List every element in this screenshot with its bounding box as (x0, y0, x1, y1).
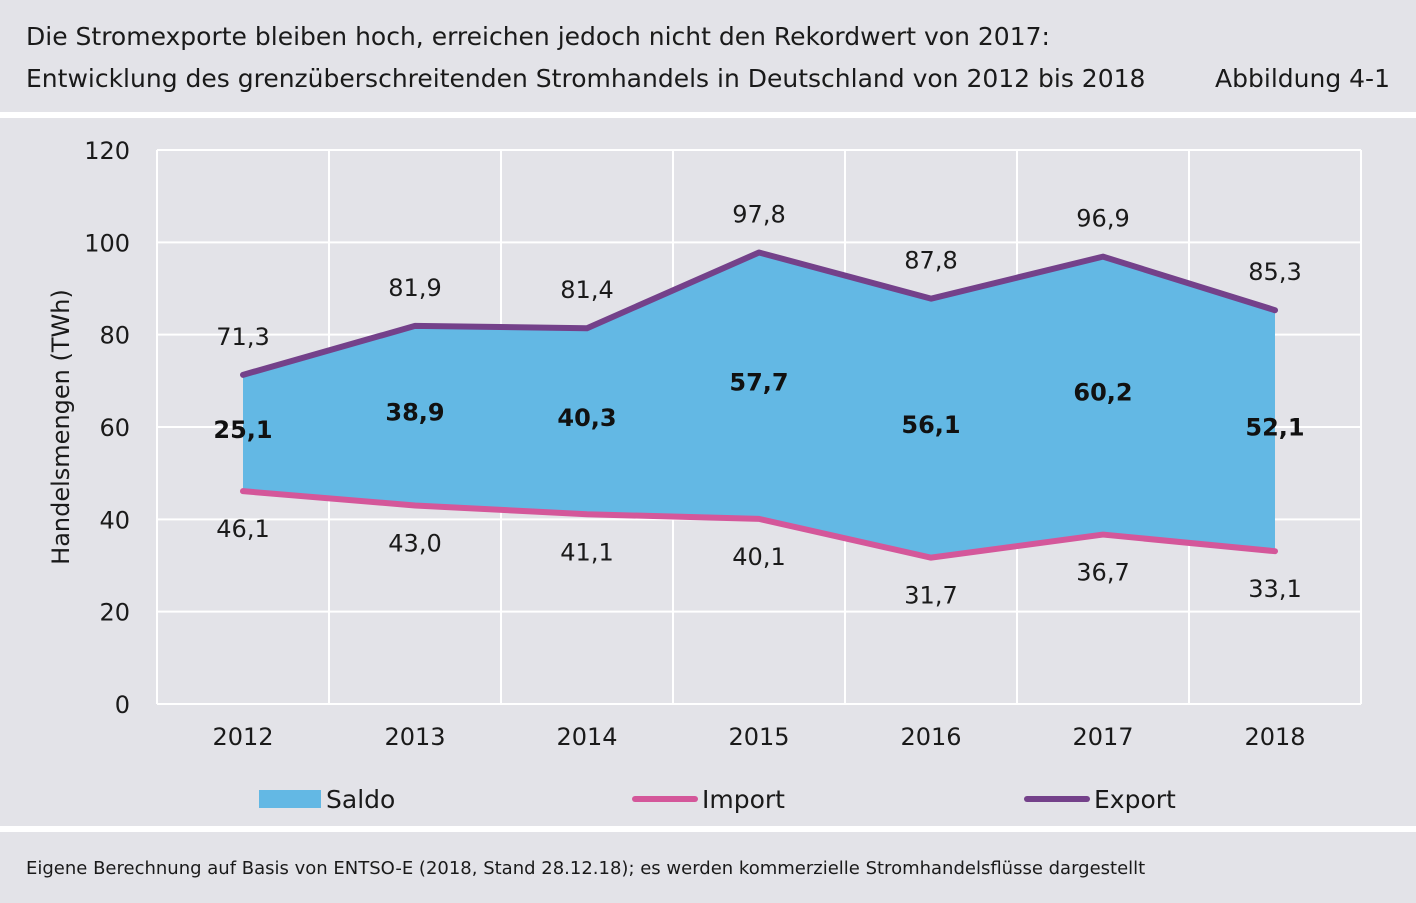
export-data-label: 81,4 (560, 276, 613, 304)
import-data-label: 36,7 (1076, 559, 1129, 587)
import-data-label: 46,1 (216, 515, 269, 543)
import-data-label: 33,1 (1248, 575, 1301, 603)
chart-area: 0 20 40 60 80 100 120 71,3 81,9 81,4 97,8 87,8 96,9 8… (47, 137, 1362, 814)
x-tick-label: 2017 (1072, 723, 1133, 751)
saldo-data-label: 40,3 (557, 404, 616, 432)
y-tick-label: 0 (115, 691, 130, 719)
y-tick-label: 20 (99, 599, 130, 627)
export-data-label: 96,9 (1076, 205, 1129, 233)
x-tick-label: 2012 (212, 723, 273, 751)
chart-subtitle: Entwicklung des grenzüberschreitenden St… (26, 64, 1146, 93)
saldo-data-label: 60,2 (1073, 379, 1132, 407)
export-data-label: 87,8 (904, 247, 957, 275)
x-tick-label: 2016 (900, 723, 961, 751)
footer-divider (0, 826, 1416, 832)
export-line (240, 249, 1278, 378)
import-line (240, 488, 1278, 561)
saldo-data-label: 52,1 (1245, 414, 1304, 442)
legend-export-label: Export (1094, 785, 1176, 814)
legend-saldo-label: Saldo (326, 785, 395, 814)
y-tick-label: 80 (99, 322, 130, 350)
export-data-label: 97,8 (732, 200, 785, 228)
import-data-label: 31,7 (904, 582, 957, 610)
saldo-data-label: 38,9 (385, 399, 444, 427)
y-tick-label: 100 (84, 229, 130, 257)
y-axis-label: Handelsmengen (TWh) (47, 289, 75, 565)
export-data-label: 81,9 (388, 274, 441, 302)
source-note: Eigene Berechnung auf Basis von ENTSO-E … (26, 858, 1146, 879)
y-tick-label: 120 (84, 137, 130, 165)
x-tick-label: 2015 (728, 723, 789, 751)
saldo-data-label: 25,1 (213, 416, 272, 444)
y-tick-label: 60 (99, 414, 130, 442)
saldo-data-label: 56,1 (901, 411, 960, 439)
legend-import-label: Import (702, 785, 785, 814)
export-data-label: 71,3 (216, 323, 269, 351)
header-divider (0, 112, 1416, 118)
chart-title: Die Stromexporte bleiben hoch, erreichen… (26, 22, 1050, 51)
x-tick-label: 2014 (556, 723, 617, 751)
y-tick-label: 40 (99, 506, 130, 534)
import-data-label: 43,0 (388, 529, 441, 557)
import-data-label: 40,1 (732, 543, 785, 571)
import-data-label: 41,1 (560, 538, 613, 566)
saldo-data-label: 57,7 (729, 369, 788, 397)
x-tick-label: 2018 (1244, 723, 1305, 751)
title-block: Die Stromexporte bleiben hoch, erreichen… (0, 0, 1416, 112)
x-tick-label: 2013 (384, 723, 445, 751)
legend-saldo-swatch (259, 790, 321, 808)
export-data-label: 85,3 (1248, 258, 1301, 286)
figure-label: Abbildung 4-1 (1215, 64, 1390, 93)
